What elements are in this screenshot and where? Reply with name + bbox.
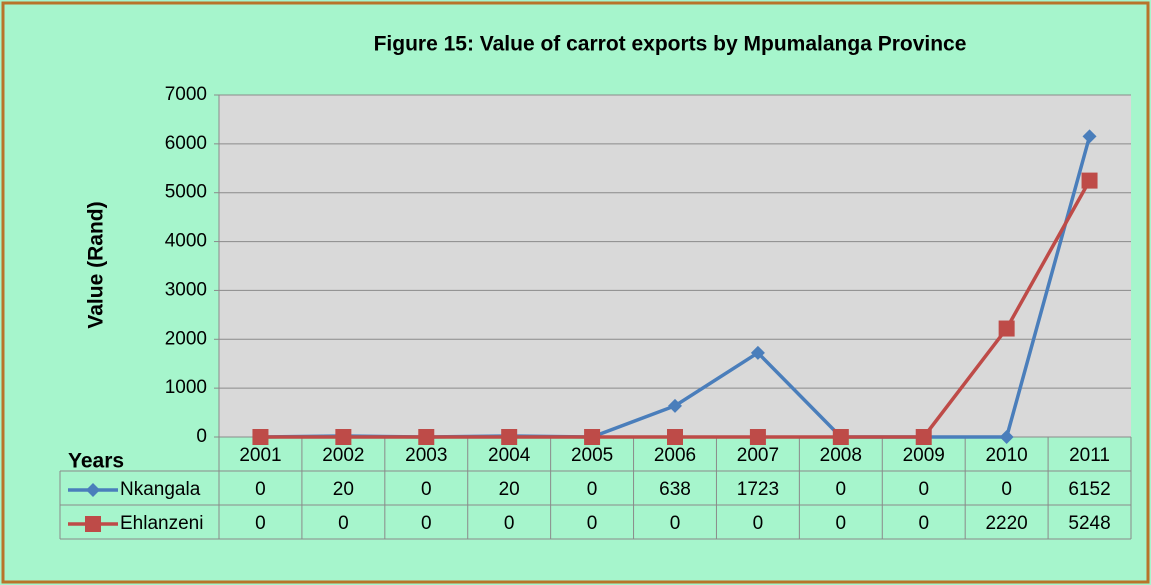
chart-title: Figure 15: Value of carrot exports by Mp… [374,33,967,56]
table-value: 0 [836,479,847,500]
x-tick-label: 2008 [820,445,862,466]
table-value: 0 [918,479,929,500]
marker [418,429,435,445]
x-tick-label: 2004 [488,445,531,466]
marker [667,429,683,445]
table-value: 0 [1001,479,1012,500]
table-value: 20 [499,479,520,500]
plot-area [219,95,1131,437]
x-tick-label: 2005 [571,445,613,466]
table-value: 0 [421,513,432,534]
marker [584,429,601,445]
table-value: 0 [587,479,598,500]
table-value: 0 [753,513,764,534]
table-value: 20 [333,479,354,500]
legend-label: Nkangala [120,479,201,500]
marker [832,429,849,445]
y-tick-label: 1000 [165,377,207,398]
y-axis-label: Value (Rand) [85,201,108,328]
table-value: 0 [421,479,432,500]
x-tick-label: 2003 [405,445,447,466]
marker [749,429,766,445]
table-value: 0 [836,513,847,534]
y-tick-label: 3000 [165,279,207,300]
x-tick-label: 2009 [903,445,945,466]
table-value: 0 [670,513,681,534]
table-value: 5248 [1068,513,1110,534]
marker [750,345,765,360]
table-value: 2220 [985,513,1027,534]
x-tick-label: 2011 [1069,445,1110,466]
legend-marker [85,516,101,532]
table-value: 0 [918,513,929,534]
table-value: 1723 [737,479,779,500]
table-value: 0 [255,479,266,500]
table-value: 0 [587,513,598,534]
x-tick-label: 2010 [985,445,1027,466]
table-value: 0 [255,513,266,534]
marker [998,320,1015,337]
marker [501,429,518,445]
y-tick-label: 0 [196,426,207,447]
y-tick-label: 7000 [165,84,207,105]
y-tick-label: 4000 [165,231,207,252]
table-value: 0 [504,513,515,534]
y-tick-label: 2000 [165,328,207,349]
legend-label: Ehlanzeni [120,513,203,534]
x-tick-label: 2006 [654,445,696,466]
legend-marker [86,483,100,497]
table-value: 638 [659,479,691,500]
x-tick-label: 2001 [239,445,281,466]
marker [1081,172,1098,189]
marker [915,429,932,445]
marker [252,429,269,445]
table-value: 6152 [1068,479,1110,500]
y-tick-label: 5000 [165,182,207,203]
y-tick-label: 6000 [165,133,207,154]
marker [999,430,1014,444]
table-value: 0 [338,513,349,534]
marker [668,398,682,413]
marker [1082,129,1097,144]
x-axis-label: Years [68,450,124,473]
marker [335,429,352,445]
x-tick-label: 2002 [322,445,364,466]
x-tick-label: 2007 [737,445,779,466]
